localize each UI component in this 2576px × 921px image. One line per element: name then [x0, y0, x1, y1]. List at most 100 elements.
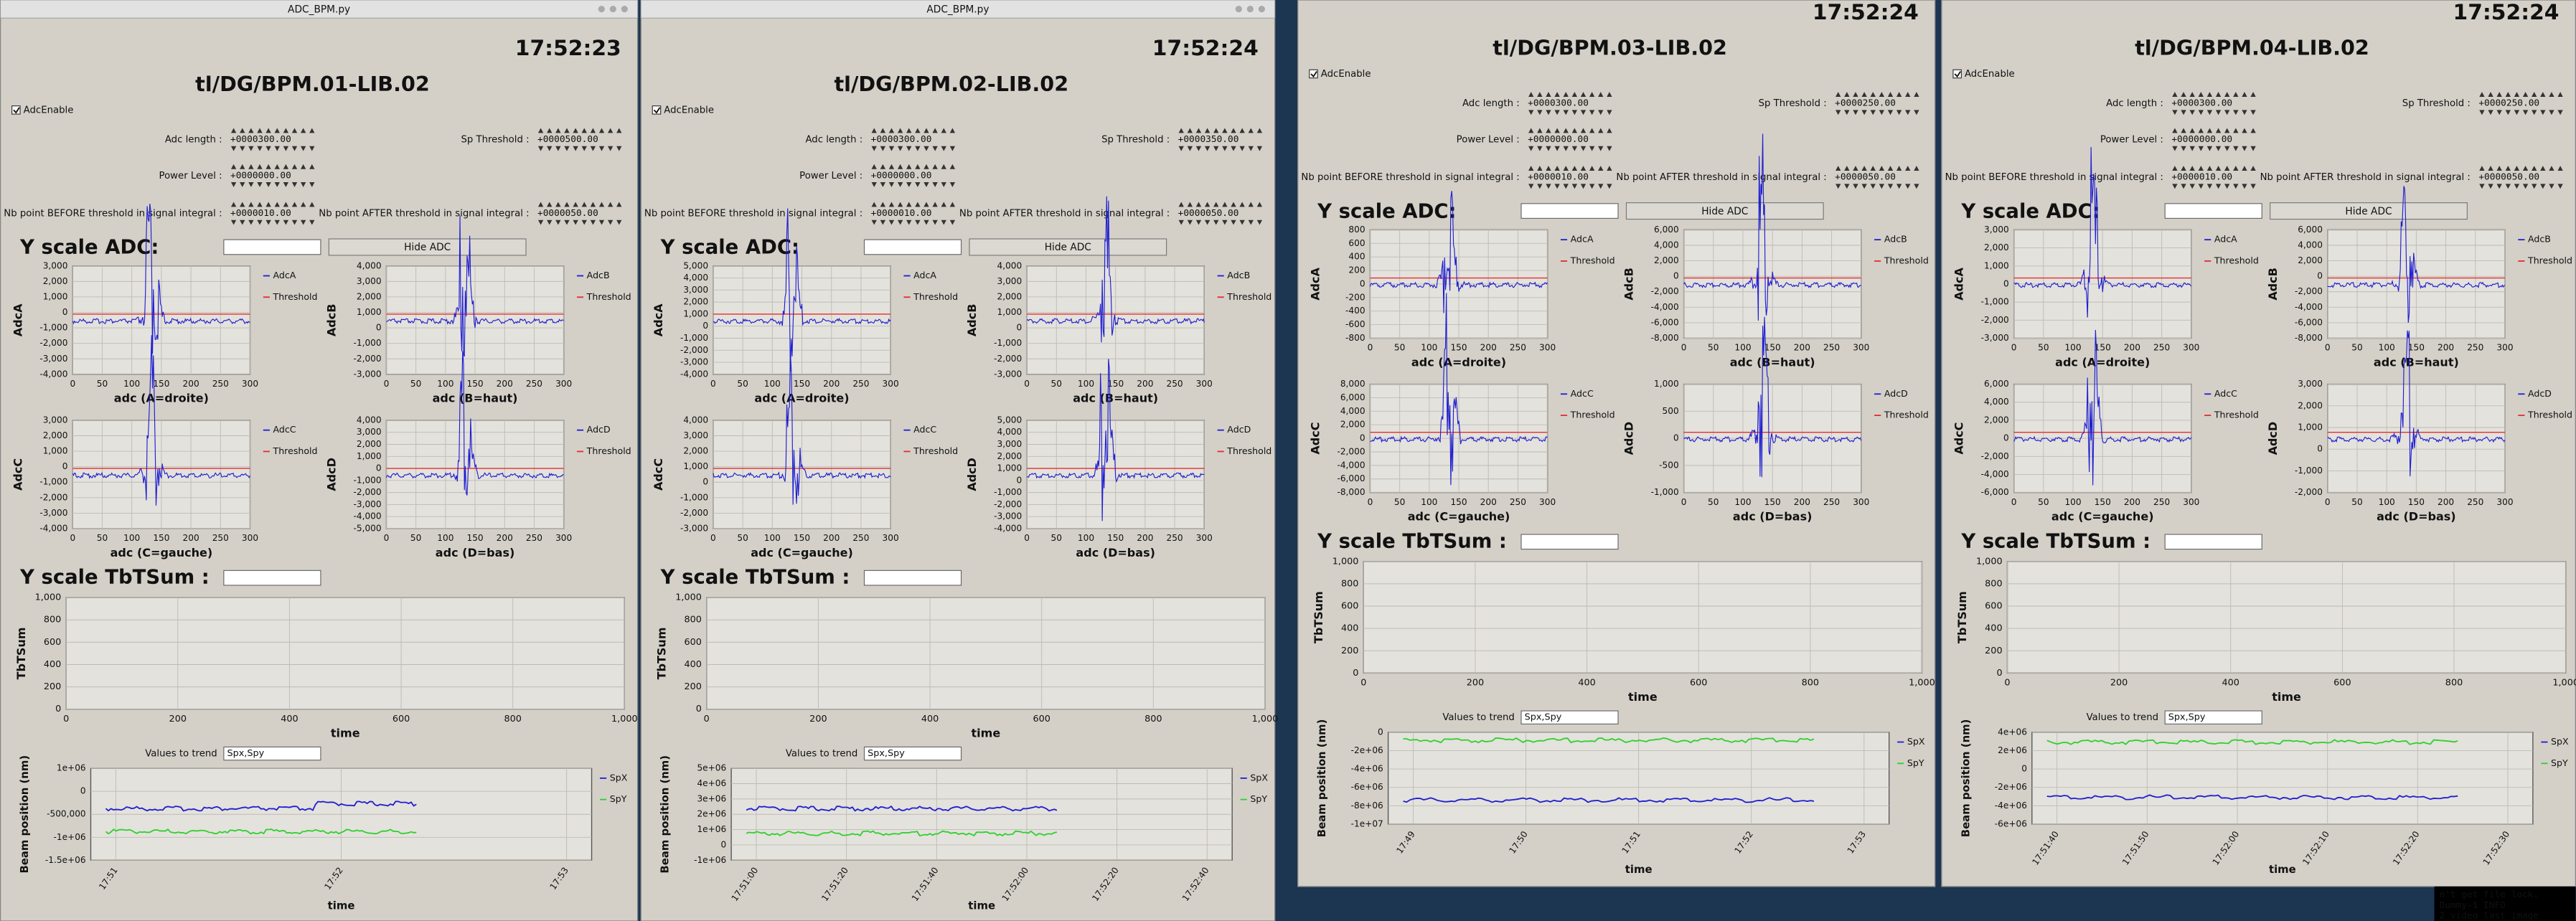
spinbox[interactable]: [1526, 90, 1619, 117]
y-tick-label: -2,000: [680, 345, 708, 355]
y-tick-label: -2,000: [1981, 451, 2009, 461]
button[interactable]: [2270, 202, 2468, 220]
text-input[interactable]: [1520, 203, 1619, 219]
spin-down-arrows: [2172, 184, 2256, 189]
y-tick-label: 2e+06: [697, 809, 726, 819]
checkbox[interactable]: [1952, 69, 1962, 79]
y-tick-label: 1,000: [357, 307, 382, 317]
legend-label: SpY: [1250, 793, 1267, 804]
legend-label: AdcA: [2214, 234, 2237, 245]
text-input[interactable]: [1520, 710, 1619, 724]
text-input[interactable]: [863, 239, 962, 255]
signal-trace: [1683, 316, 1862, 478]
spinbox[interactable]: [228, 162, 321, 189]
x-tick-label: 0: [2011, 497, 2017, 507]
y-tick-label: 3,000: [2298, 379, 2323, 389]
spinbox-value: +0000300.00: [230, 134, 291, 145]
checkbox[interactable]: [1309, 69, 1318, 79]
text-input[interactable]: [2164, 710, 2262, 724]
spinbox[interactable]: [1526, 126, 1619, 153]
x-tick-label: 250: [1823, 343, 1840, 353]
spinbox[interactable]: [869, 200, 962, 227]
window-control[interactable]: [1235, 6, 1242, 13]
text-input[interactable]: [2164, 203, 2262, 219]
x-tick-label: 250: [852, 533, 869, 543]
text-input[interactable]: [223, 570, 321, 586]
spinbox[interactable]: [535, 126, 628, 153]
spinbox[interactable]: [535, 200, 628, 227]
spinbox[interactable]: [2170, 164, 2262, 191]
x-tick-label: 300: [883, 379, 899, 389]
legend-label: AdcB: [1884, 234, 1907, 245]
y-tick-label: -1,000: [2295, 466, 2323, 476]
x-tick-label: 200: [183, 533, 199, 543]
spinbox[interactable]: [1833, 90, 1926, 117]
x-tick-label: 250: [526, 533, 542, 543]
spinbox[interactable]: [1526, 164, 1619, 191]
signal-trace: [713, 208, 891, 372]
x-axis-label: adc (C=gauche): [111, 546, 213, 559]
x-tick-label: 0: [1024, 533, 1030, 543]
text-input[interactable]: [1520, 534, 1619, 550]
spinbox[interactable]: [228, 126, 321, 153]
field-label: Nb point BEFORE threshold in signal inte…: [1301, 172, 1519, 183]
y-tick-label: 3,000: [683, 430, 708, 440]
y-tick-label: 1,000: [997, 463, 1023, 473]
checkbox[interactable]: [652, 105, 662, 115]
spinbox[interactable]: [1833, 164, 1926, 191]
field-label: Power Level :: [799, 171, 862, 181]
window-control[interactable]: [621, 6, 628, 13]
x-tick-label: 250: [2467, 497, 2483, 507]
y-tick-label: 2,000: [43, 430, 68, 440]
x-tick-label: 50: [410, 379, 421, 389]
x-axis-label: time: [968, 899, 995, 912]
signal-trace: [713, 352, 891, 505]
x-tick-label: 200: [1137, 533, 1153, 543]
x-tick-label: 100: [2064, 343, 2081, 353]
x-tick-label: 300: [555, 533, 572, 543]
spinbox[interactable]: [1176, 126, 1269, 153]
window-control[interactable]: [609, 6, 616, 13]
button[interactable]: [328, 238, 527, 256]
spinbox[interactable]: [1176, 200, 1269, 227]
plot-area: [2006, 561, 2567, 674]
y-tick-label: 0: [2003, 433, 2009, 443]
button[interactable]: [969, 238, 1167, 256]
spin-up-arrows: [871, 164, 956, 169]
text-input[interactable]: [863, 746, 962, 761]
spinbox[interactable]: [2170, 126, 2262, 153]
spinbox[interactable]: [869, 126, 962, 153]
x-tick-label: 800: [1802, 678, 1819, 689]
spinbox[interactable]: [2170, 90, 2262, 117]
y-tick-label: 1,000: [675, 592, 702, 603]
spinbox[interactable]: [869, 162, 962, 189]
x-tick-label: 0: [70, 379, 75, 389]
x-tick-label: 400: [2222, 678, 2239, 689]
spinbox[interactable]: [2477, 90, 2570, 117]
spinbox-value: +0000000.00: [1528, 134, 1589, 145]
spinbox[interactable]: [228, 200, 321, 227]
button-label: Hide ADC: [404, 242, 451, 253]
button-label: Hide ADC: [2345, 206, 2392, 217]
spinbox[interactable]: [2477, 164, 2570, 191]
check-mark: [1310, 71, 1317, 78]
text-input[interactable]: [223, 239, 321, 255]
button[interactable]: [1625, 202, 1824, 220]
spin-up-arrows: [2172, 92, 2256, 98]
y-tick-label: -2,000: [354, 487, 382, 497]
window-control[interactable]: [598, 6, 605, 13]
window-control[interactable]: [1246, 6, 1254, 13]
checkbox[interactable]: [11, 105, 21, 115]
x-axis-label: adc (B=haut): [2374, 355, 2459, 369]
section-label: Y scale ADC:: [1960, 200, 2100, 222]
text-input[interactable]: [223, 746, 321, 761]
text-input[interactable]: [863, 570, 962, 586]
y-tick-label: -2,000: [994, 499, 1022, 509]
y-tick-label: -4,000: [1651, 302, 1679, 312]
x-tick-label: 100: [764, 533, 781, 543]
x-tick-label: 250: [2153, 497, 2170, 507]
window-control[interactable]: [1258, 6, 1265, 13]
clock: 17:52:23: [515, 36, 621, 61]
text-input[interactable]: [2164, 534, 2262, 550]
